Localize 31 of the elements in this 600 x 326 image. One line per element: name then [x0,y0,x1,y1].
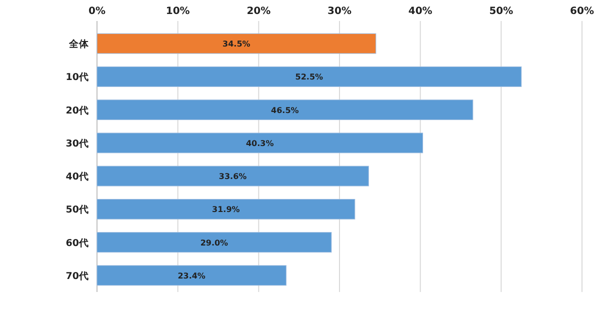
x-tick-label: 30% [328,6,352,17]
x-tick-label: 60% [570,6,594,17]
bar [96,232,332,253]
y-tick-label: 40代 [66,170,89,183]
y-tick-label: 20代 [66,104,89,116]
y-tick-label: 70代 [66,270,89,282]
bar [96,132,424,154]
data-label: 46.5% [271,106,299,115]
bar [96,166,369,186]
data-label: 29.0% [200,238,228,248]
bar [96,265,286,286]
bar [96,100,474,120]
x-tick-label: 40% [408,6,432,17]
data-label: 33.6% [218,172,247,182]
y-tick-label: 30代 [66,137,89,150]
data-label: 31.9% [212,205,240,214]
bar [96,66,522,87]
data-label: 52.5% [295,72,324,82]
bar [96,198,356,220]
x-tick-label: 50% [489,6,514,17]
data-label: 23.4% [178,271,206,280]
y-tick-label: 10代 [66,71,89,84]
data-label: 40.3% [246,138,274,148]
y-tick-label: 60代 [66,236,89,249]
x-tick-label: 10% [166,6,190,17]
data-label: 34.5% [222,40,250,49]
x-tick-label: 20% [246,6,271,17]
y-tick-label: 50代 [66,204,89,216]
x-tick-label: 0% [88,6,106,17]
y-tick-label: 全体 [68,38,90,50]
bar [96,33,376,54]
